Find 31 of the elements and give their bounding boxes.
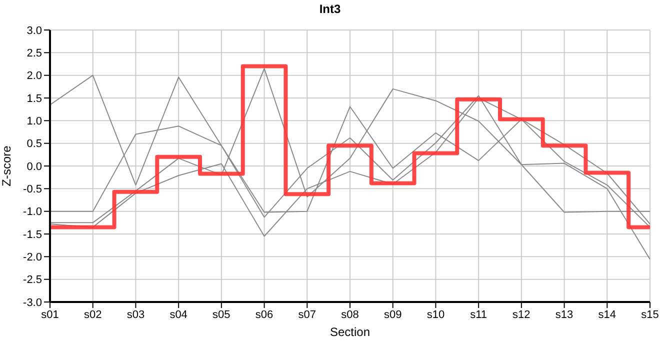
x-tick-label: s03 [126,308,145,321]
x-tick-label: s01 [41,308,59,321]
x-tick-label: s11 [470,308,488,321]
y-tick-label: -1.5 [23,228,42,241]
y-tick-label: -0.5 [23,184,42,196]
x-tick-label: s13 [555,308,574,321]
x-axis-title: Section [330,325,370,339]
y-tick-label: 0.5 [26,138,42,150]
x-tick-label: s10 [426,308,445,321]
y-tick-label: 3.0 [26,24,42,37]
y-axis-title: Z-score [0,145,14,186]
y-tick-label: -3.0 [23,296,42,309]
x-tick-label: s05 [212,308,230,321]
y-tick-label: -2.5 [23,274,42,286]
x-tick-label: s09 [384,308,402,321]
x-tick-label: s15 [641,308,659,321]
x-tick-label: s08 [341,308,359,321]
y-tick-label: 1.0 [26,116,42,128]
y-tick-label: 2.5 [26,48,42,60]
y-tick-label: 0.0 [26,160,42,173]
x-tick-label: s02 [84,308,102,321]
x-tick-label: s12 [512,308,530,321]
y-tick-label: -2.0 [23,252,42,264]
y-tick-label: -1.0 [23,206,42,218]
chart-title: Int3 [318,2,342,16]
x-tick-label: s04 [170,308,188,321]
x-tick-label: s06 [255,308,274,321]
y-tick-label: 1.5 [26,92,42,105]
x-tick-label: s07 [298,308,316,321]
y-tick-label: 2.0 [26,70,42,82]
x-tick-label: s14 [598,308,616,321]
